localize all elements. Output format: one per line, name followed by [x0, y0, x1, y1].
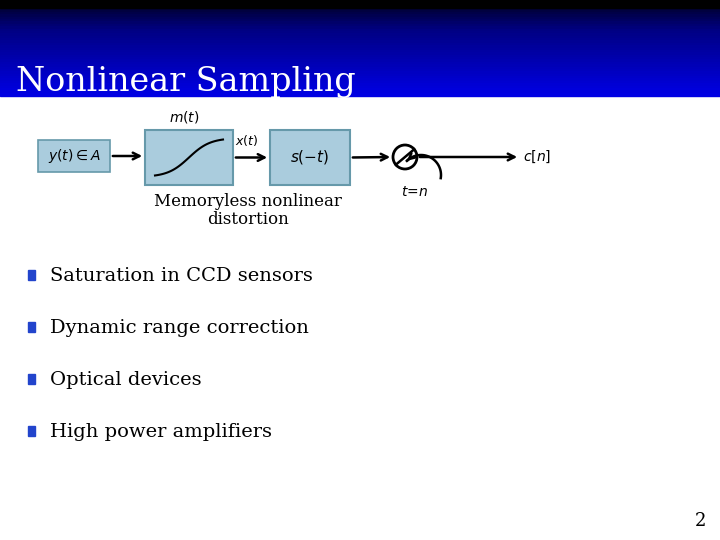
Text: distortion: distortion — [207, 211, 289, 228]
Bar — [0, 36, 720, 38]
Bar — [0, 83, 720, 86]
Bar — [38, 140, 110, 172]
Text: Dynamic range correction: Dynamic range correction — [50, 319, 309, 337]
Bar — [0, 22, 720, 24]
Bar — [0, 88, 720, 91]
Bar — [0, 73, 720, 77]
Bar — [0, 40, 720, 43]
Bar — [0, 59, 720, 62]
Bar — [28, 270, 35, 280]
Bar — [0, 57, 720, 60]
Bar — [0, 43, 720, 45]
Bar — [0, 33, 720, 36]
Text: Saturation in CCD sensors: Saturation in CCD sensors — [50, 267, 313, 285]
Text: $x(t)$: $x(t)$ — [235, 132, 258, 147]
Bar — [0, 2, 720, 5]
Bar — [0, 10, 720, 12]
Text: $s(-t)$: $s(-t)$ — [290, 148, 330, 166]
Bar — [0, 12, 720, 15]
Bar — [0, 71, 720, 74]
Text: $t\!=\!n$: $t\!=\!n$ — [401, 185, 429, 199]
Bar — [0, 19, 720, 22]
Bar — [0, 5, 720, 8]
Bar — [0, 64, 720, 67]
Bar — [0, 0, 720, 3]
Bar — [0, 29, 720, 31]
Bar — [0, 24, 720, 26]
Text: $m(t)$: $m(t)$ — [168, 109, 199, 125]
Bar — [0, 62, 720, 65]
Bar — [0, 38, 720, 41]
Bar — [0, 52, 720, 55]
Text: 2: 2 — [695, 512, 706, 530]
Bar — [0, 55, 720, 57]
Text: High power amplifiers: High power amplifiers — [50, 423, 272, 441]
Bar — [0, 48, 720, 50]
Bar — [0, 93, 720, 96]
Bar — [28, 322, 35, 332]
Bar — [28, 374, 35, 384]
Bar — [0, 76, 720, 79]
Bar — [28, 426, 35, 436]
Bar — [0, 78, 720, 81]
Bar — [0, 17, 720, 19]
Bar — [0, 14, 720, 17]
Bar — [0, 45, 720, 48]
Bar — [0, 90, 720, 93]
Bar — [0, 69, 720, 72]
Bar — [0, 81, 720, 84]
Text: $c[n]$: $c[n]$ — [523, 149, 551, 165]
Bar — [270, 130, 350, 185]
Bar — [0, 66, 720, 69]
Bar — [0, 50, 720, 53]
Bar — [0, 26, 720, 29]
Bar — [0, 7, 720, 10]
Text: Memoryless nonlinear: Memoryless nonlinear — [153, 193, 341, 210]
Bar — [0, 85, 720, 89]
Text: $y(t) \in A$: $y(t) \in A$ — [48, 147, 100, 165]
Bar — [145, 130, 233, 185]
Bar — [0, 31, 720, 33]
Bar — [0, 0, 720, 8]
Text: Nonlinear Sampling: Nonlinear Sampling — [16, 66, 356, 98]
Text: Optical devices: Optical devices — [50, 371, 202, 389]
